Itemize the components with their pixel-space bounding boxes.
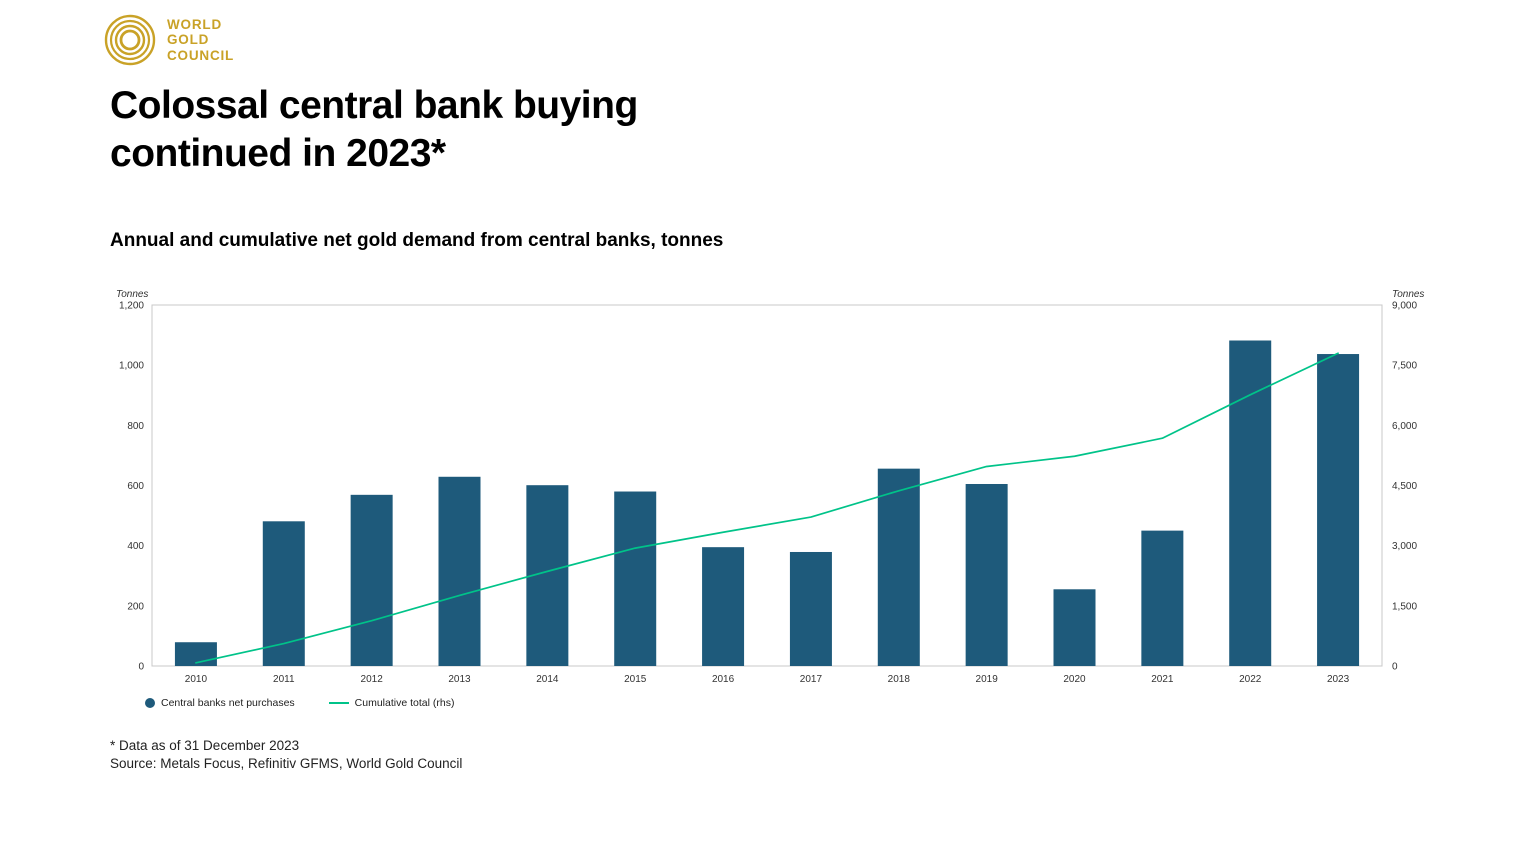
chart-subtitle: Annual and cumulative net gold demand fr…: [110, 230, 724, 251]
page-title: Colossal central bank buying continued i…: [110, 82, 638, 177]
legend-item-bars: Central banks net purchases: [145, 697, 295, 709]
bar-2015: [614, 491, 657, 666]
axis-tick-label: 2021: [1151, 674, 1174, 685]
plot-border: [151, 304, 1383, 667]
axis-tick-label: 600: [127, 481, 144, 492]
axis-tick-label: 2010: [185, 674, 208, 685]
legend-label-line: Cumulative total (rhs): [354, 697, 455, 709]
bar-2022: [1229, 340, 1272, 666]
axis-tick-label: 2020: [1063, 674, 1086, 685]
axis-tick-label: 2018: [888, 674, 911, 685]
axis-tick-label: 4,500: [1392, 481, 1417, 492]
title-line-1: Colossal central bank buying: [110, 84, 638, 127]
axis-tick-label: 1,500: [1392, 601, 1417, 612]
bar-2017: [789, 551, 832, 666]
legend-label-bars: Central banks net purchases: [161, 697, 295, 709]
bar-2013: [438, 476, 481, 666]
footnote-source: Source: Metals Focus, Refinitiv GFMS, Wo…: [110, 756, 463, 772]
bar-series-swatch-icon: [145, 698, 155, 708]
bar-line-chart: Tonnes Tonnes 0 200 400 600 800 1,000 1,200 0 1,50…: [116, 289, 1424, 685]
axis-tick-label: 6,000: [1392, 421, 1417, 432]
wgc-logo: WORLD GOLD COUNCIL: [103, 13, 234, 67]
bar-2021: [1141, 530, 1184, 666]
wgc-rings-icon: [104, 14, 156, 66]
axis-tick-label: 2022: [1239, 674, 1262, 685]
bar-2016: [702, 547, 745, 666]
bar-2020: [1053, 589, 1096, 666]
axis-tick-label: 2014: [536, 674, 559, 685]
axis-unit-label: Tonnes: [116, 289, 148, 300]
axis-tick-label: 9,000: [1392, 301, 1417, 312]
axis-tick-label: 2013: [448, 674, 471, 685]
axis-tick-label: 2019: [976, 674, 999, 685]
bar-2023: [1317, 354, 1360, 666]
line-series-swatch-icon: [328, 702, 349, 704]
axis-tick-label: 800: [127, 421, 144, 432]
axis-tick-label: 200: [127, 601, 144, 612]
bar-2018: [877, 468, 920, 666]
logo-line-world: WORLD: [167, 17, 222, 33]
axis-tick-label: 2015: [624, 674, 647, 685]
chart-area: Tonnes Tonnes 0 200 400 600 800 1,000 1,200 0 1,50…: [110, 285, 1426, 690]
bar-2019: [965, 483, 1008, 666]
footnotes: * Data as of 31 December 2023 Source: Me…: [110, 737, 462, 773]
axis-tick-label: 7,500: [1392, 361, 1417, 372]
legend-item-line: Cumulative total (rhs): [328, 697, 455, 709]
footnote-data-as-of: * Data as of 31 December 2023: [110, 738, 300, 753]
logo-line-council: COUNCIL: [167, 47, 235, 63]
axis-tick-label: 2011: [273, 674, 295, 685]
axis-tick-label: 2017: [800, 674, 823, 685]
title-line-2: continued in 2023*: [110, 131, 446, 175]
axis-tick-label: 400: [127, 541, 144, 552]
axis-tick-label: 1,200: [119, 301, 144, 312]
axis-tick-label: 3,000: [1392, 541, 1417, 552]
chart-legend: Central banks net purchases Cumulative t…: [145, 697, 454, 709]
bar-2012: [350, 494, 393, 666]
wgc-logo-text: WORLD GOLD COUNCIL: [167, 17, 234, 62]
axis-tick-label: 2016: [712, 674, 735, 685]
axis-tick-label: 0: [1392, 662, 1398, 673]
axis-tick-label: 2023: [1327, 674, 1350, 685]
cumulative-line: [195, 352, 1339, 664]
axis-unit-label: Tonnes: [1392, 289, 1424, 300]
bar-2011: [262, 521, 305, 666]
axis-tick-label: 2012: [361, 674, 384, 685]
axis-tick-label: 1,000: [119, 361, 144, 372]
logo-line-gold: GOLD: [167, 32, 210, 48]
axis-tick-label: 0: [138, 662, 144, 673]
